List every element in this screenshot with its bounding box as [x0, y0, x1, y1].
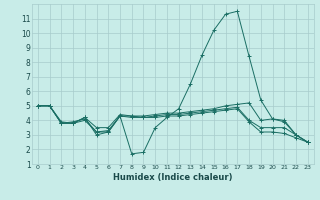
X-axis label: Humidex (Indice chaleur): Humidex (Indice chaleur) — [113, 173, 233, 182]
